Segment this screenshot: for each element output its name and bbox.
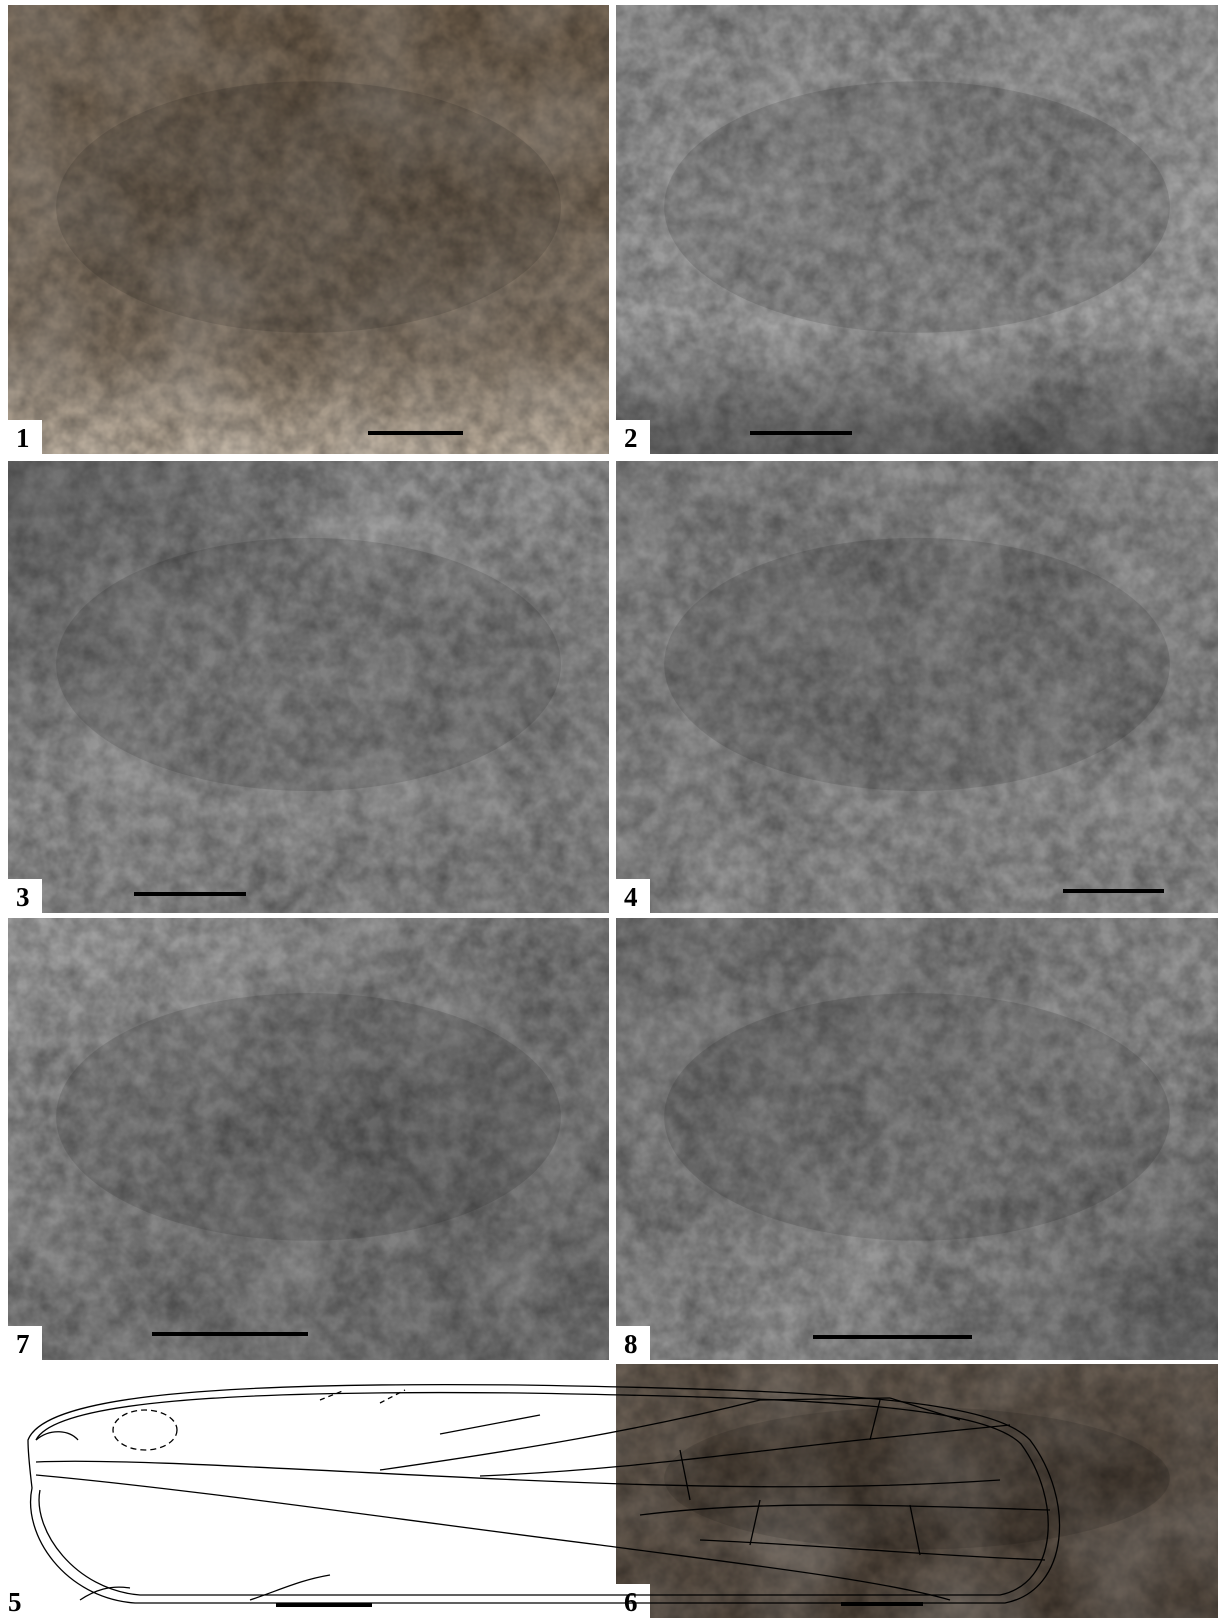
panel-label: 2 <box>624 423 638 453</box>
label-box <box>616 420 650 454</box>
fossil-wing <box>664 81 1170 333</box>
fossil-wing <box>56 81 561 333</box>
panel: 7 <box>8 918 609 1360</box>
fossil-wing <box>664 993 1170 1241</box>
label-box <box>8 879 42 913</box>
label-box <box>8 1326 42 1360</box>
panel-label: 7 <box>16 1329 30 1359</box>
panel: 5 <box>8 1587 372 1617</box>
label-box <box>616 1584 650 1618</box>
photo-texture <box>616 461 1218 913</box>
label-box <box>8 420 42 454</box>
panel-label: 3 <box>16 882 30 912</box>
panel-label: 4 <box>624 882 638 912</box>
panel: 4 <box>616 461 1218 913</box>
fossil-wing <box>56 537 561 791</box>
label-box <box>616 879 650 913</box>
fossil-wing <box>664 1407 1170 1550</box>
panel-label: 1 <box>16 423 30 453</box>
panel: 1 <box>8 5 609 454</box>
photo-texture <box>8 461 609 913</box>
panel: 6 <box>616 1364 1218 1618</box>
photo-texture <box>8 5 609 454</box>
fossil-wing <box>664 537 1170 791</box>
label-box <box>616 1326 650 1360</box>
photo-texture <box>616 918 1218 1360</box>
panel-label: 5 <box>8 1587 22 1617</box>
panel-label: 6 <box>624 1587 638 1617</box>
panel-label: 8 <box>624 1329 638 1359</box>
photo-texture <box>8 918 609 1360</box>
panel: 3 <box>8 461 609 913</box>
fossil-wing <box>56 993 561 1241</box>
panel: 2 <box>616 5 1218 454</box>
photo-texture <box>616 5 1218 454</box>
wing-drawing <box>27 1383 1061 1604</box>
panel: 8 <box>616 918 1218 1360</box>
